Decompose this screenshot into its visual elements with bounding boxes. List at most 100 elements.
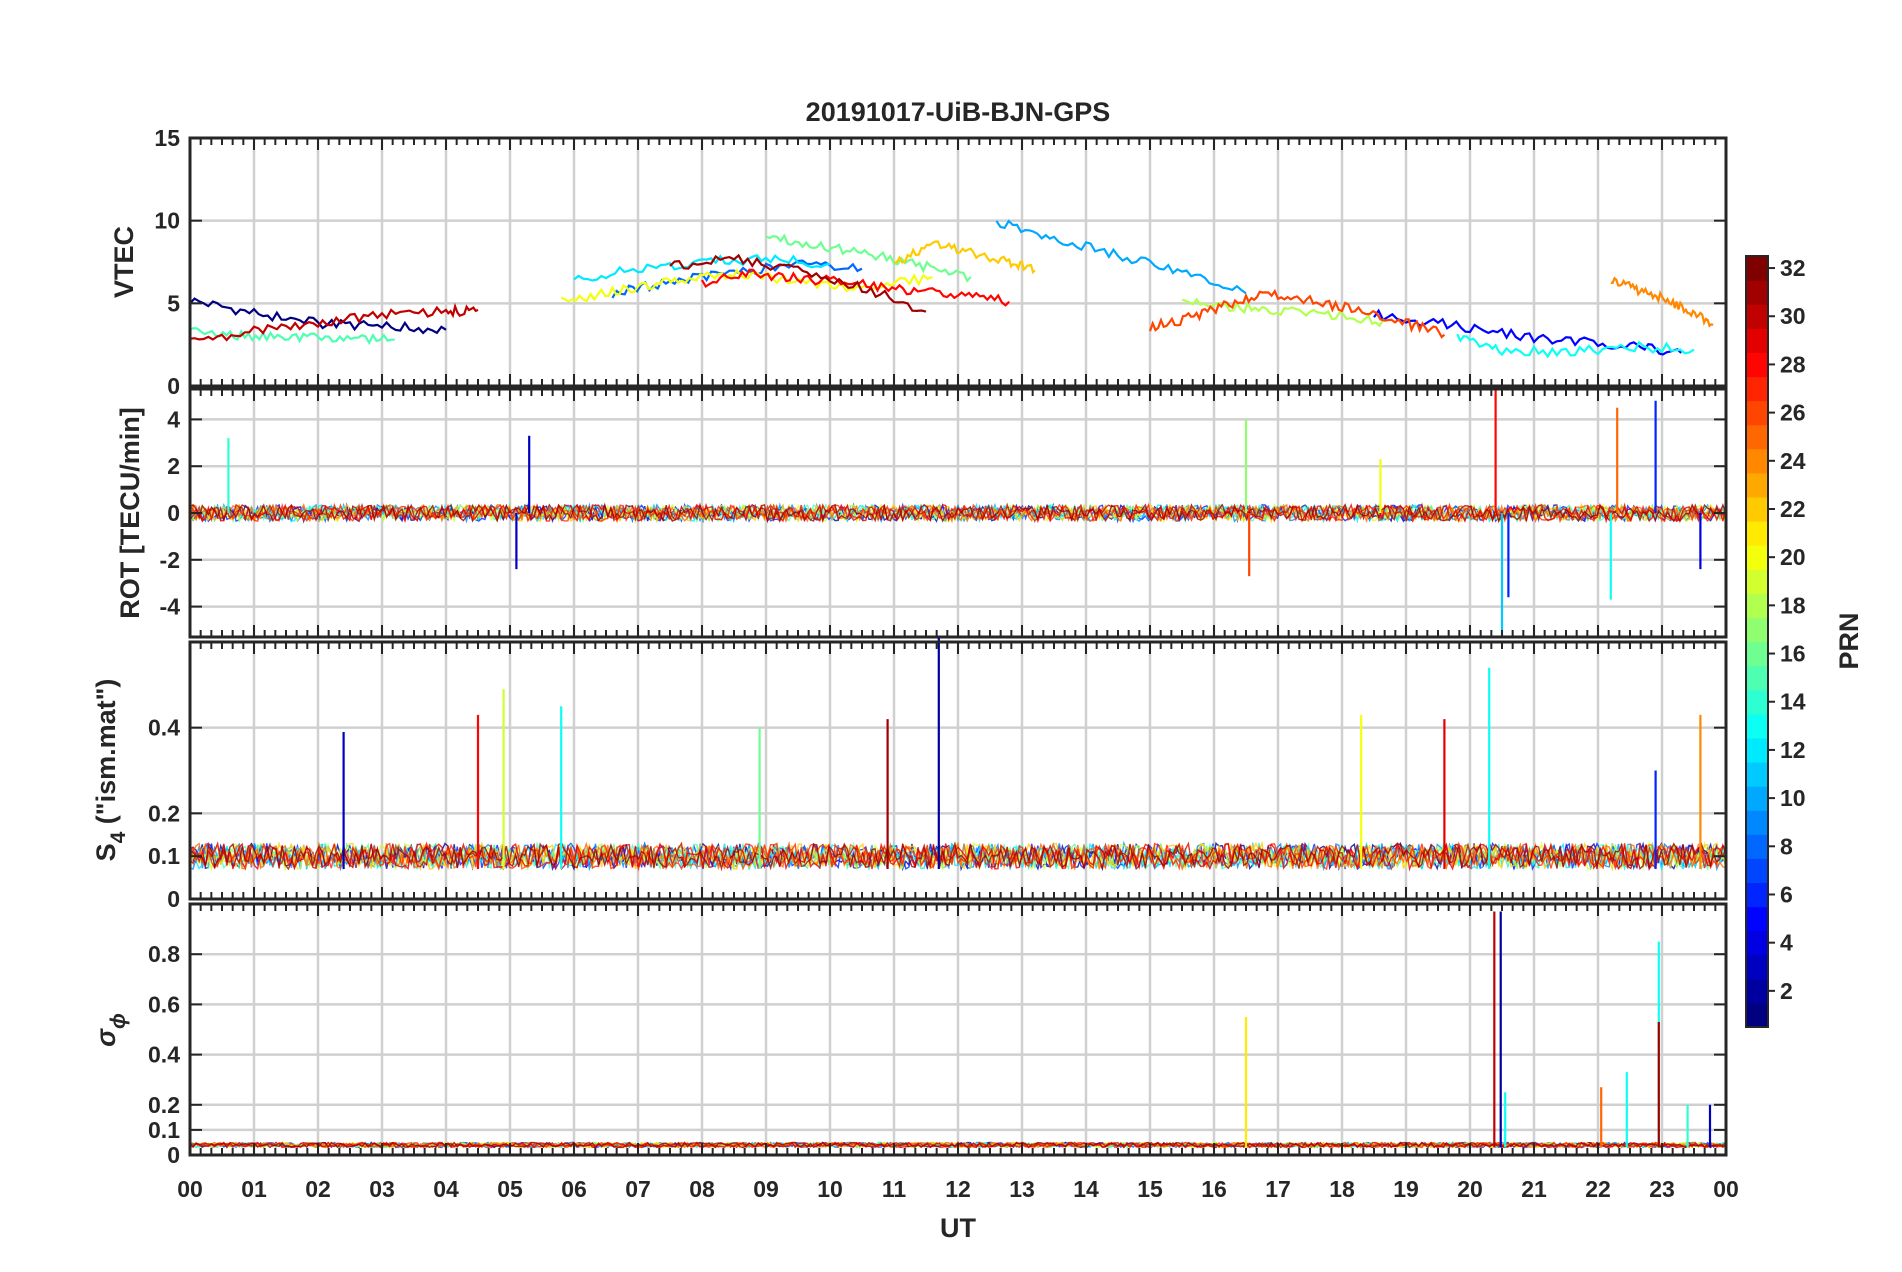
x-tick-label: 08 [689, 1176, 715, 1202]
panel-rot-lines [189, 389, 1727, 637]
x-tick-label: 23 [1649, 1176, 1675, 1202]
panel-s4-lines [189, 637, 1727, 872]
vtec-series-prn-16 [765, 233, 972, 283]
colorbar-block-prn-26 [1746, 400, 1768, 426]
colorbar-block-prn-32 [1746, 256, 1768, 281]
panel-rot-background-trace-prn-31 [189, 502, 1727, 524]
vtec-series-prn-12 [573, 254, 831, 282]
x-tick-label: 17 [1265, 1176, 1291, 1202]
colorbar-block-prn-8 [1746, 834, 1768, 859]
panel-s4-yticklabels: 0 0.1 0.2 0.4 [148, 715, 180, 912]
colorbar-tick-label: 26 [1780, 400, 1806, 426]
vtec-series-prn-26 [1148, 288, 1446, 339]
colorbar-block-prn-19 [1746, 569, 1768, 594]
y-tick-label: 0 [167, 886, 180, 912]
y-tick-label: 0.4 [148, 715, 180, 741]
x-tick-label: 02 [305, 1176, 331, 1202]
y-tick-label: 0.8 [148, 941, 180, 967]
colorbar-block-prn-14 [1746, 689, 1768, 715]
s4-ylabel-main: S [91, 843, 121, 861]
chart-title: 20191017-UiB-BJN-GPS [806, 97, 1111, 127]
colorbar-frame [1745, 255, 1769, 1028]
s4-ylabel-rest: ("ism.mat") [91, 679, 121, 832]
x-tick-label: 11 [882, 1176, 907, 1202]
vtec-series-prn-10 [995, 219, 1247, 295]
colorbar-block-prn-7 [1746, 858, 1768, 884]
y-tick-label: 15 [154, 125, 180, 151]
x-tick-label: 18 [1329, 1176, 1355, 1202]
colorbar-block-prn-17 [1746, 617, 1768, 643]
colorbar-tick-label: 8 [1780, 833, 1793, 859]
colorbar-block-prn-2 [1746, 978, 1768, 1004]
panel-s4: 0 0.1 0.2 0.4 S4 ("ism.mat") [91, 637, 1728, 912]
s4-ylabel-sub: 4 [107, 831, 130, 843]
x-tick-label: 10 [817, 1176, 843, 1202]
x-tick-label: 06 [561, 1176, 587, 1202]
colorbar-tick-label: 32 [1780, 255, 1806, 281]
panel-sigphi-grid [190, 904, 1726, 1155]
vtec-series-prn-1 [189, 297, 447, 335]
x-tick-label: 12 [945, 1176, 971, 1202]
colorbar-label: PRN [1834, 612, 1864, 669]
y-tick-label: -2 [160, 547, 180, 573]
x-tick-label: 00 [177, 1176, 203, 1202]
colorbar-tick-label: 10 [1780, 785, 1806, 811]
colorbar-block-prn-9 [1746, 810, 1768, 835]
colorbar-tick-label: 20 [1780, 544, 1806, 570]
colorbar-tick-label: 28 [1780, 351, 1806, 377]
panel-vtec-ylabel: VTEC [109, 226, 139, 298]
colorbar-block-prn-4 [1746, 930, 1768, 956]
x-tick-labels: 00 01 02 03 04 05 06 07 08 09 10 11 12 13 14 15 16 17 18 19… [177, 1176, 1739, 1202]
y-tick-label: 0 [167, 500, 180, 526]
y-tick-label: 0.4 [148, 1042, 180, 1068]
colorbar-block-prn-12 [1746, 737, 1768, 763]
colorbar-block-prn-28 [1746, 352, 1768, 378]
colorbar-tick-label: 18 [1780, 592, 1806, 618]
vtec-series-prn-15 [189, 326, 395, 346]
x-tick-label: 09 [753, 1176, 779, 1202]
y-tick-label: 0.6 [148, 991, 180, 1017]
colorbar-block-prn-21 [1746, 521, 1768, 546]
y-tick-label: 0 [167, 1142, 180, 1168]
colorbar-block-prn-29 [1746, 328, 1768, 353]
x-tick-label: 03 [369, 1176, 395, 1202]
x-tick-label: 07 [625, 1176, 651, 1202]
colorbar-block-prn-13 [1746, 713, 1768, 739]
colorbar-tick-label: 14 [1780, 689, 1806, 715]
colorbar-tick-label: 4 [1780, 930, 1793, 956]
colorbar-block-prn-11 [1746, 761, 1768, 787]
colorbar-block-prn-30 [1746, 304, 1768, 329]
panel-vtec-lines [189, 219, 1714, 359]
x-tick-label: 05 [497, 1176, 523, 1202]
x-tick-label: 22 [1585, 1176, 1611, 1202]
sigphi-ylabel-main: σ [91, 1028, 121, 1047]
x-tick-label: 14 [1073, 1176, 1099, 1202]
x-tick-label: 19 [1393, 1176, 1419, 1202]
colorbar-block-prn-6 [1746, 882, 1768, 908]
x-tick-label: 04 [433, 1176, 459, 1202]
vtec-series-prn-31 [669, 253, 927, 313]
colorbar-block-prn-27 [1746, 376, 1768, 402]
panel-vtec-frame [188, 136, 1728, 388]
x-tick-label: 01 [241, 1176, 267, 1202]
x-tick-label: 13 [1009, 1176, 1035, 1202]
colorbar-tick-label: 22 [1780, 496, 1806, 522]
panel-rot-yticklabels: -4 -2 0 2 4 [160, 406, 181, 619]
colorbar-block-prn-22 [1746, 496, 1768, 522]
colorbar-block-prn-23 [1746, 472, 1768, 498]
y-tick-label: 0.2 [148, 1092, 180, 1118]
panel-s4-ylabel: S4 ("ism.mat") [91, 679, 130, 862]
panel-vtec-yticklabels: 0 5 10 15 [154, 125, 180, 399]
panel-rot-frame [188, 387, 1728, 639]
colorbar-tick-label: 6 [1780, 881, 1793, 907]
colorbar-block-prn-3 [1746, 954, 1768, 980]
y-tick-label: 0 [167, 373, 180, 399]
colorbar-tick-label: 24 [1780, 448, 1806, 474]
colorbar-block-prn-31 [1746, 280, 1768, 305]
panel-sigphi: 00.10.2 0.4 0.6 0.8 σϕ [91, 902, 1728, 1168]
colorbar-block-prn-18 [1746, 593, 1768, 619]
y-tick-label: 10 [154, 208, 180, 234]
colorbar-block-prn-24 [1746, 448, 1768, 474]
